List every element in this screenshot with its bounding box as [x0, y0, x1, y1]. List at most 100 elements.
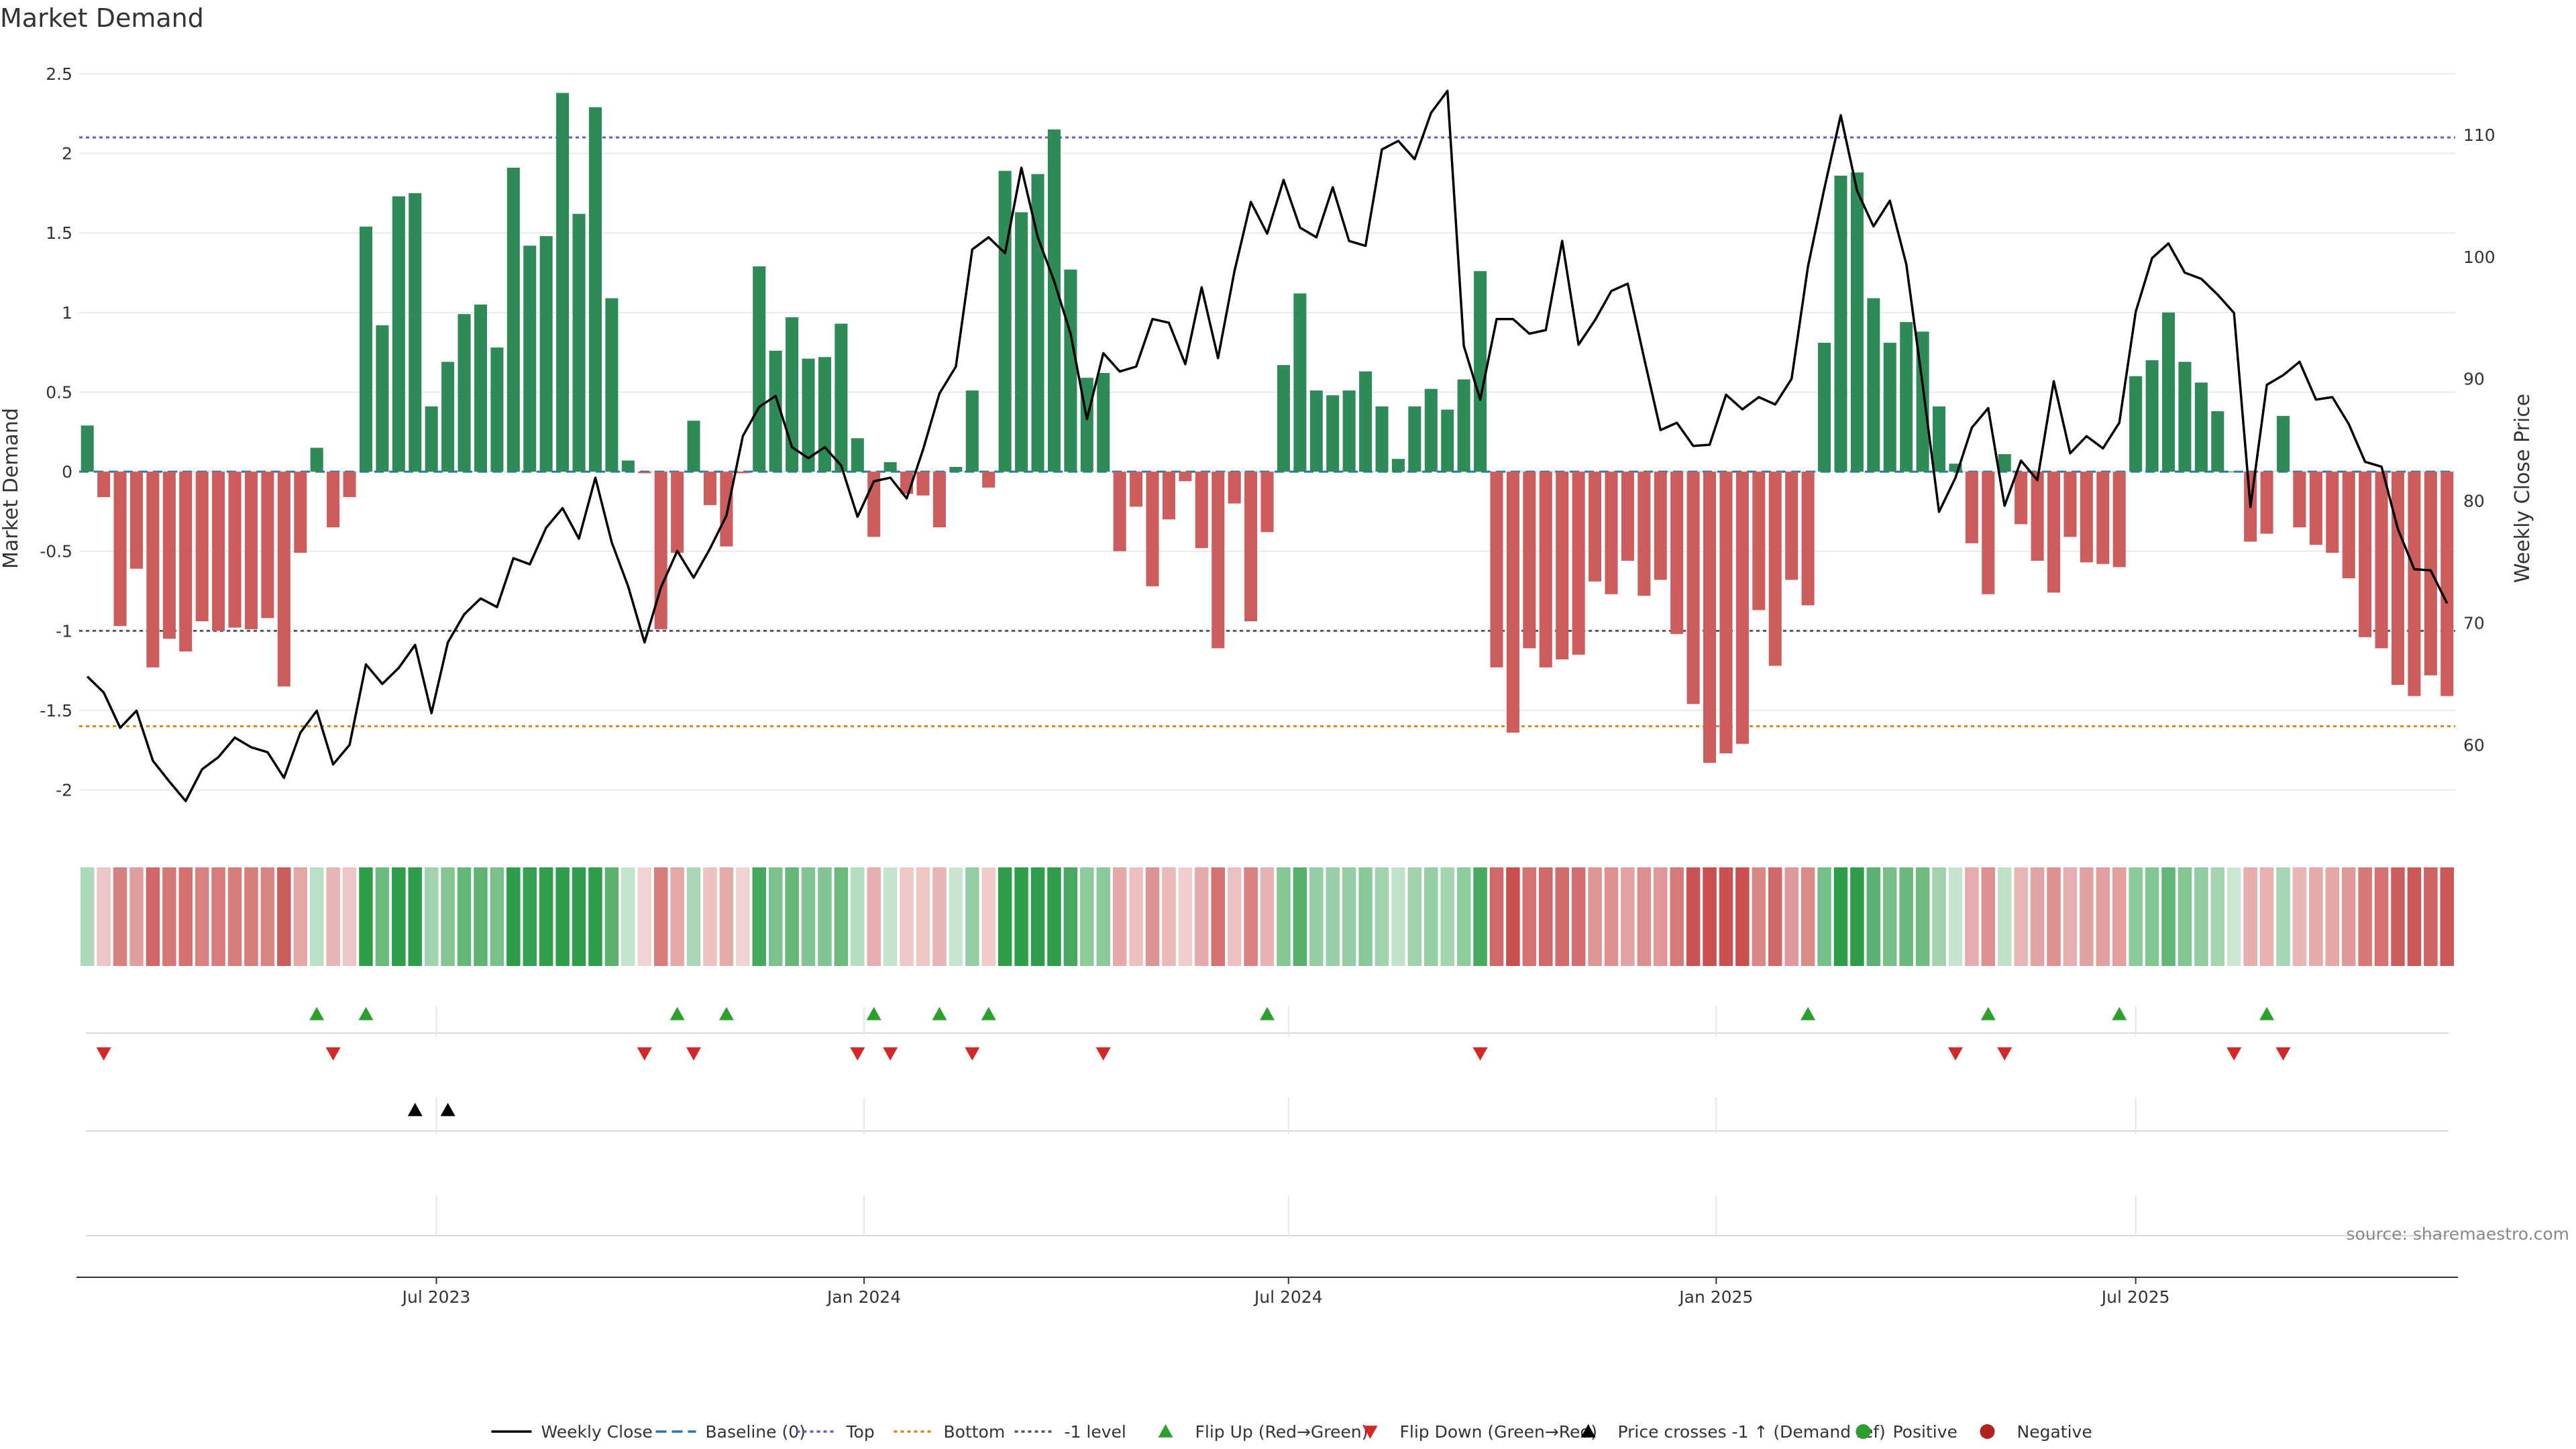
positive-demand-bar [883, 462, 897, 472]
positive-demand-bar [1277, 365, 1290, 472]
flip-down-marker [637, 1047, 652, 1061]
negative-demand-bar [671, 472, 684, 553]
heat-cell [2030, 867, 2045, 966]
negative-demand-bar [277, 472, 290, 687]
axes: 2.5 2 1.5 1 0.5 0 -0.5 -1 -1.5 -2 110 100 90 80 70 60 [40, 64, 2496, 800]
weekly-close-line [86, 89, 2449, 802]
positive-demand-bar [523, 246, 537, 472]
heat-cell [916, 867, 930, 966]
y-tick-label: 0.5 [46, 382, 72, 402]
negative-demand-bar [97, 472, 111, 498]
positive-demand-bar [1293, 293, 1307, 472]
heat-cell [2309, 867, 2323, 966]
negative-demand-bar [2031, 472, 2044, 561]
positive-demand-bar [1424, 388, 1438, 472]
flip-down-marker [883, 1047, 898, 1061]
flip-up-marker [2259, 1007, 2275, 1020]
positive-demand-bar [409, 193, 422, 472]
x-tick-label: Jan 2025 [1678, 1287, 1753, 1307]
legend-label: Negative [2017, 1422, 2092, 1442]
heat-cell [1014, 867, 1028, 966]
legend-swatch-triangle-up [1158, 1424, 1173, 1438]
heat-cell [474, 867, 488, 966]
heat-cell [2047, 867, 2061, 966]
heat-cell [375, 867, 390, 966]
y-tick-label: 1.5 [46, 223, 72, 243]
heat-cell [2014, 867, 2028, 966]
heat-cell [1604, 867, 1619, 966]
negative-demand-bar [146, 472, 160, 667]
positive-demand-bar [2211, 411, 2224, 472]
heat-cell [1096, 867, 1110, 966]
flip-up-marker [309, 1007, 325, 1020]
heat-cell [686, 867, 701, 966]
heat-cell [752, 867, 767, 966]
heat-cell [965, 867, 979, 966]
flip-down-marker [1997, 1047, 2012, 1061]
positive-demand-bar [1408, 406, 1421, 472]
heat-cell [1915, 867, 1930, 966]
negative-demand-bar [1244, 472, 1258, 622]
negative-demand-bar [2326, 472, 2339, 553]
positive-demand-bar [539, 235, 553, 472]
heat-cell [785, 867, 799, 966]
negative-demand-bar [179, 472, 193, 652]
heat-cell [1801, 867, 1815, 966]
negative-demand-bar [2096, 472, 2110, 564]
negative-demand-bar [129, 472, 144, 569]
legend-label: Positive [1893, 1422, 1957, 1442]
positive-demand-bar [998, 170, 1012, 472]
heat-cell [1735, 867, 1750, 966]
negative-demand-bar [212, 472, 225, 631]
flip-up-marker [1801, 1007, 1816, 1020]
heat-cell [1145, 867, 1160, 966]
heat-cell [851, 867, 865, 966]
positive-demand-bar [1309, 390, 1323, 472]
negative-demand-bar [1752, 472, 1766, 610]
negative-demand-bar [195, 472, 209, 622]
positive-demand-bar [802, 358, 815, 472]
heat-cell [2243, 867, 2257, 966]
flip-up-marker [1260, 1007, 1275, 1020]
heat-cell [97, 867, 111, 966]
flip-down-marker [850, 1047, 865, 1061]
y-tick-label: -1 [56, 621, 72, 641]
positive-demand-bar [441, 362, 455, 472]
heat-cell [1391, 867, 1405, 966]
positive-demand-bar [80, 425, 94, 472]
heat-cell [408, 867, 423, 966]
flip-up-marker [1980, 1007, 1996, 1020]
legend-label: Price crosses -1 ↑ (Demand ref) [1618, 1422, 1886, 1442]
positive-demand-bar [1441, 409, 1454, 472]
heat-cell [1850, 867, 1864, 966]
negative-demand-bar [1703, 472, 1717, 763]
legend-label: Flip Up (Red→Green) [1195, 1422, 1368, 1442]
heat-cell [1424, 867, 1438, 966]
positive-demand-bar [1949, 464, 1962, 472]
y-tick-label: 1 [62, 303, 72, 323]
flip-down-marker [1472, 1047, 1488, 1061]
heat-cell [146, 867, 160, 966]
heat-cell [342, 867, 357, 966]
positive-demand-bar [2145, 360, 2159, 472]
legend-label: -1 level [1065, 1422, 1126, 1442]
flip-up-marker [718, 1007, 734, 1020]
heat-cell [1506, 867, 1520, 966]
y-tick-label: -1.5 [40, 701, 72, 720]
positive-demand-bar [2276, 416, 2290, 472]
heat-cell [1407, 867, 1422, 966]
legend-swatch-dot [1856, 1424, 1871, 1439]
heat-cell [1571, 867, 1586, 966]
heat-cell [1637, 867, 1652, 966]
positive-demand-bar [1391, 459, 1405, 472]
flip-up-marker [669, 1007, 685, 1020]
price-cross-marker [440, 1103, 455, 1116]
y2-axis-title: Weekly Close Price [2511, 394, 2534, 583]
negative-demand-bar [1719, 472, 1733, 753]
x-axis: Jul 2023 Jan 2024 Jul 2024 Jan 2025 Jul 2025 [76, 1277, 2458, 1307]
demand-bars [80, 93, 2454, 763]
positive-demand-bar [359, 226, 373, 472]
negative-demand-bar [1506, 472, 1519, 733]
y2-tick-label: 80 [2463, 492, 2485, 511]
positive-demand-bar [851, 438, 864, 472]
